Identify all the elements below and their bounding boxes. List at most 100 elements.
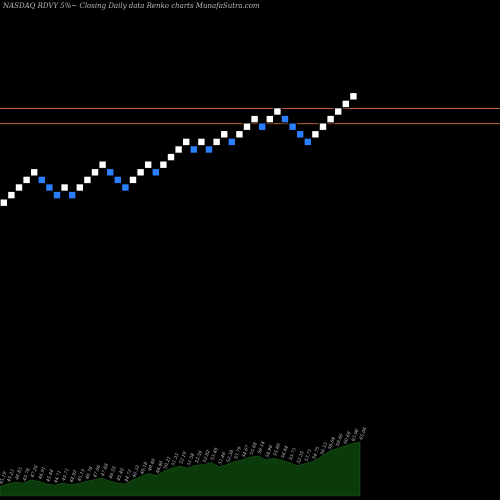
up-brick	[349, 91, 358, 101]
down-brick	[280, 114, 290, 124]
down-brick	[295, 129, 305, 139]
volume-label: 50.21	[163, 456, 173, 470]
volume-label: 45.23	[6, 468, 16, 483]
up-brick	[235, 129, 244, 139]
volume-label: 51.58	[186, 452, 196, 466]
up-brick	[143, 160, 153, 170]
volume-label: 54.67	[241, 444, 251, 458]
up-brick	[242, 122, 252, 132]
volume-labels: 45.1945.2346.8345.7847.2646.9145.4444.71…	[0, 426, 368, 486]
volume-label: 45.44	[45, 468, 55, 483]
volume-label: 45.15	[76, 468, 86, 483]
volume-label: 52.82	[202, 449, 212, 463]
volume-label: 46.78	[84, 466, 94, 481]
volume-area	[0, 441, 361, 497]
up-brick	[14, 183, 24, 192]
up-brick	[29, 167, 39, 177]
volume-label: 48.46	[154, 460, 164, 475]
down-brick	[288, 122, 297, 132]
down-brick	[44, 183, 54, 192]
volume-label: 53.71	[303, 448, 313, 462]
up-brick	[219, 129, 229, 139]
up-brick	[197, 137, 206, 147]
up-brick	[273, 107, 282, 116]
up-brick	[166, 152, 176, 162]
up-brick	[82, 175, 92, 185]
volume-label: 53.79	[233, 446, 243, 460]
volume-label: 46.91	[37, 466, 47, 481]
volume-label: 52.35	[296, 450, 306, 464]
up-brick	[341, 99, 351, 109]
up-brick	[6, 190, 16, 200]
volume-label: 51.46	[217, 451, 227, 465]
down-brick	[120, 183, 130, 192]
down-brick	[113, 175, 123, 185]
volume-label: 47.26	[29, 464, 39, 479]
up-brick	[265, 114, 275, 124]
chart-title: NASDAQ RDVY 5%~ Closing Daily data Renko…	[2, 2, 260, 10]
up-brick	[318, 122, 328, 132]
volume-label: 54.96	[264, 444, 274, 458]
volume-label: 46.55	[107, 465, 117, 480]
volume-label: 53.48	[210, 447, 220, 461]
volume-label: 51.33	[170, 452, 180, 466]
volume-label: 44.72	[123, 468, 133, 483]
up-brick	[326, 114, 335, 124]
down-brick	[52, 190, 62, 200]
volume-label: 54.75	[311, 446, 321, 460]
up-brick	[0, 198, 9, 208]
volume-label: 56.33	[319, 441, 329, 455]
up-brick	[212, 137, 222, 147]
volume-label: 56.14	[257, 440, 267, 454]
volume-label: 45.71	[60, 468, 70, 483]
volume-label: 49.46	[147, 458, 157, 473]
volume-label: 52.56	[194, 450, 204, 464]
volume-label: 55.68	[249, 441, 259, 455]
volume-label: 44.71	[53, 470, 63, 485]
down-brick	[204, 145, 214, 154]
down-brick	[37, 175, 47, 185]
down-brick	[189, 145, 199, 154]
up-brick	[311, 129, 320, 139]
resistance-lines	[0, 107, 500, 125]
down-brick	[257, 122, 267, 132]
renko-bricks	[0, 91, 358, 208]
up-brick	[136, 167, 146, 177]
volume-label: 45.19	[0, 471, 8, 486]
down-brick	[105, 167, 115, 177]
volume-label: 52.19	[178, 451, 188, 465]
down-brick	[227, 137, 237, 147]
volume-label: 52.38	[225, 449, 235, 463]
volume-label: 47.06	[92, 464, 102, 479]
down-brick	[67, 190, 77, 200]
up-brick	[75, 183, 85, 192]
up-brick	[181, 137, 191, 147]
up-brick	[174, 145, 184, 154]
up-brick	[128, 175, 138, 185]
up-brick	[60, 183, 69, 192]
volume-label: 46.83	[14, 466, 24, 481]
volume-label: 59.66	[335, 433, 345, 447]
volume-label: 44.92	[68, 469, 78, 484]
volume-shape	[0, 441, 361, 497]
down-brick	[151, 167, 161, 177]
volume-label: 53.73	[288, 447, 298, 461]
volume-label: 65.08	[358, 426, 368, 440]
up-brick	[90, 167, 100, 177]
down-brick	[303, 137, 313, 147]
volume-label: 58.04	[327, 436, 337, 450]
volume-label: 45.78	[21, 467, 31, 482]
volume-label: 48.18	[139, 461, 149, 476]
up-brick	[98, 160, 108, 170]
volume-label: 45.40	[115, 467, 125, 482]
volume-label: 55.89	[272, 443, 282, 457]
up-brick	[159, 160, 168, 170]
up-brick	[333, 107, 343, 116]
up-brick	[250, 114, 260, 124]
up-brick	[22, 175, 31, 185]
volume-label: 63.06	[350, 428, 360, 442]
volume-label: 54.64	[280, 445, 290, 459]
volume-label: 46.32	[131, 464, 141, 479]
volume-label: 60.69	[343, 431, 353, 445]
